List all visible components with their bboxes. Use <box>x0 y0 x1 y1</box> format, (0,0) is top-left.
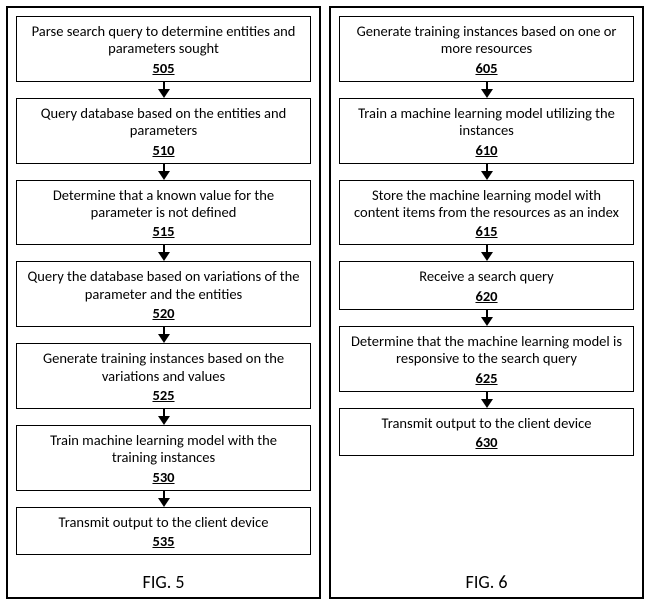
flow-node-text: Query database based on the entities and… <box>27 105 300 140</box>
arrow-icon <box>158 409 170 425</box>
flow-node-ref: 620 <box>350 287 623 305</box>
panel-fig5: Parse search query to determine entities… <box>6 6 321 599</box>
figure-label: FIG. 6 <box>331 571 642 593</box>
flow-node-ref: 535 <box>27 532 300 550</box>
flow-node-text: Train machine learning model with the tr… <box>27 432 300 467</box>
flow-node-ref: 610 <box>350 141 623 159</box>
flow-node-ref: 515 <box>27 222 300 240</box>
flow-node: Transmit output to the client device 630 <box>339 408 634 456</box>
flow-node-text: Determine that a known value for the par… <box>27 187 300 222</box>
flow-node: Receive a search query 620 <box>339 261 634 309</box>
flow-node-text: Determine that the machine learning mode… <box>350 333 623 368</box>
flow-node-text: Parse search query to determine entities… <box>27 23 300 58</box>
arrow-icon <box>158 491 170 507</box>
flow-node-ref: 615 <box>350 222 623 240</box>
flow-node-ref: 525 <box>27 386 300 404</box>
flow-node-text: Store the machine learning model with co… <box>350 187 623 222</box>
figure-label: FIG. 5 <box>8 571 319 593</box>
flow-node-ref: 625 <box>350 369 623 387</box>
panel-fig6: Generate training instances based on one… <box>329 6 644 599</box>
flow-node-ref: 510 <box>27 141 300 159</box>
flow-node-ref: 505 <box>27 59 300 77</box>
arrow-icon <box>481 245 493 261</box>
flow-node: Query database based on the entities and… <box>16 98 311 164</box>
flow-node: Determine that a known value for the par… <box>16 180 311 246</box>
flow-node-ref: 605 <box>350 59 623 77</box>
arrow-icon <box>158 327 170 343</box>
flow-node-text: Transmit output to the client device <box>27 514 300 531</box>
flowchart-fig6: Generate training instances based on one… <box>339 16 634 456</box>
flow-node: Train a machine learning model utilizing… <box>339 98 634 164</box>
flow-node: Query the database based on variations o… <box>16 261 311 327</box>
flow-node-ref: 530 <box>27 468 300 486</box>
arrow-icon <box>481 392 493 408</box>
flow-node: Transmit output to the client device 535 <box>16 507 311 555</box>
flow-node-text: Query the database based on variations o… <box>27 268 300 303</box>
arrow-icon <box>158 82 170 98</box>
flow-node-text: Train a machine learning model utilizing… <box>350 105 623 140</box>
arrow-icon <box>481 310 493 326</box>
flow-node-text: Receive a search query <box>350 268 623 285</box>
flow-node-text: Transmit output to the client device <box>350 415 623 432</box>
flow-node: Generate training instances based on one… <box>339 16 634 82</box>
arrow-icon <box>158 164 170 180</box>
arrow-icon <box>481 82 493 98</box>
flow-node: Store the machine learning model with co… <box>339 180 634 246</box>
flow-node-ref: 520 <box>27 304 300 322</box>
flow-node: Parse search query to determine entities… <box>16 16 311 82</box>
flowchart-fig5: Parse search query to determine entities… <box>16 16 311 555</box>
arrow-icon <box>158 245 170 261</box>
flow-node-text: Generate training instances based on one… <box>350 23 623 58</box>
arrow-icon <box>481 164 493 180</box>
flow-node-text: Generate training instances based on the… <box>27 350 300 385</box>
flow-node-ref: 630 <box>350 433 623 451</box>
flow-node: Train machine learning model with the tr… <box>16 425 311 491</box>
page: Parse search query to determine entities… <box>0 0 650 605</box>
flow-node: Generate training instances based on the… <box>16 343 311 409</box>
flow-node: Determine that the machine learning mode… <box>339 326 634 392</box>
